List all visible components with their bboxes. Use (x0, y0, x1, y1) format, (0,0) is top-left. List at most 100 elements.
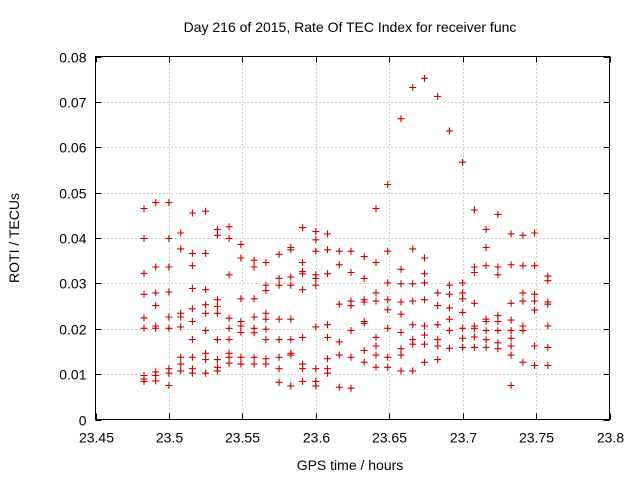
data-point (482, 262, 490, 270)
data-point (507, 334, 515, 342)
data-point (165, 313, 173, 321)
data-point (459, 334, 467, 342)
data-point (237, 240, 245, 248)
data-point (177, 229, 185, 237)
data-point (507, 327, 515, 335)
data-point (225, 271, 233, 279)
data-point (213, 296, 221, 304)
data-point (445, 344, 453, 352)
data-point (188, 209, 196, 217)
data-point (459, 308, 467, 316)
data-point (312, 365, 320, 373)
data-point (335, 351, 343, 359)
data-point (213, 336, 221, 344)
data-point (165, 324, 173, 332)
data-point (262, 259, 270, 266)
x-tick-label: 23.7 (450, 430, 477, 446)
data-point (225, 359, 233, 367)
data-point (335, 383, 343, 391)
data-point (445, 327, 453, 335)
data-point (397, 115, 405, 123)
data-point (262, 287, 270, 295)
y-tick-label: 0.07 (59, 95, 86, 111)
data-point (202, 309, 210, 317)
data-point (494, 339, 502, 347)
data-point (384, 324, 392, 332)
data-point (188, 305, 196, 313)
data-point (250, 263, 258, 271)
data-point (372, 205, 380, 212)
grid-lines (95, 56, 610, 420)
data-point (482, 336, 490, 344)
y-tick-label: 0 (79, 413, 87, 429)
data-point (372, 342, 380, 350)
data-point (347, 269, 355, 276)
data-point (434, 321, 442, 329)
data-point (237, 360, 245, 368)
data-point (152, 199, 160, 207)
data-point (140, 235, 148, 242)
data-point (445, 315, 453, 323)
data-point (459, 295, 467, 303)
data-point (544, 362, 552, 369)
data-point (384, 353, 392, 361)
data-point (384, 363, 392, 371)
data-point (250, 295, 258, 303)
data-point (360, 319, 368, 327)
data-point (544, 277, 552, 285)
data-point (202, 286, 210, 294)
data-point (459, 324, 467, 332)
data-point (470, 299, 478, 307)
data-point (421, 358, 428, 366)
data-point (262, 315, 270, 323)
data-point (188, 353, 196, 361)
data-point (445, 290, 453, 298)
data-point (421, 270, 428, 278)
data-point (287, 315, 295, 323)
plot-frame (95, 56, 610, 420)
data-point (409, 83, 417, 91)
data-point (202, 249, 210, 257)
data-point (507, 342, 515, 350)
data-point (384, 306, 392, 314)
data-point (213, 225, 221, 233)
data-point (507, 261, 515, 269)
data-point (324, 355, 331, 363)
x-axis-label: GPS time / hours (297, 457, 404, 473)
data-point (250, 256, 258, 264)
data-point (202, 349, 210, 357)
data-point (421, 322, 428, 330)
data-point (324, 333, 331, 341)
data-point (372, 363, 380, 371)
data-point (519, 297, 527, 305)
x-tick-label: 23.5 (156, 430, 183, 446)
data-point (177, 245, 185, 253)
data-point (544, 343, 552, 351)
data-point (165, 235, 173, 242)
data-point (531, 342, 539, 350)
data-point (287, 351, 295, 359)
data-point (434, 92, 442, 100)
data-point (287, 382, 295, 390)
data-point (445, 304, 453, 312)
data-point (372, 351, 380, 359)
data-point (299, 365, 307, 373)
data-point (507, 382, 515, 389)
data-point (312, 274, 320, 282)
data-point (384, 296, 392, 304)
data-point (470, 269, 478, 276)
data-point (409, 340, 417, 348)
data-point (324, 369, 331, 377)
data-point (250, 313, 258, 321)
data-point (202, 369, 210, 377)
data-point (299, 377, 307, 385)
data-point (140, 205, 148, 212)
data-point (262, 309, 270, 317)
data-point (494, 263, 502, 271)
data-point (470, 343, 478, 351)
data-point (275, 336, 283, 344)
data-point (165, 199, 173, 207)
data-point (507, 299, 515, 307)
data-point (347, 353, 355, 361)
